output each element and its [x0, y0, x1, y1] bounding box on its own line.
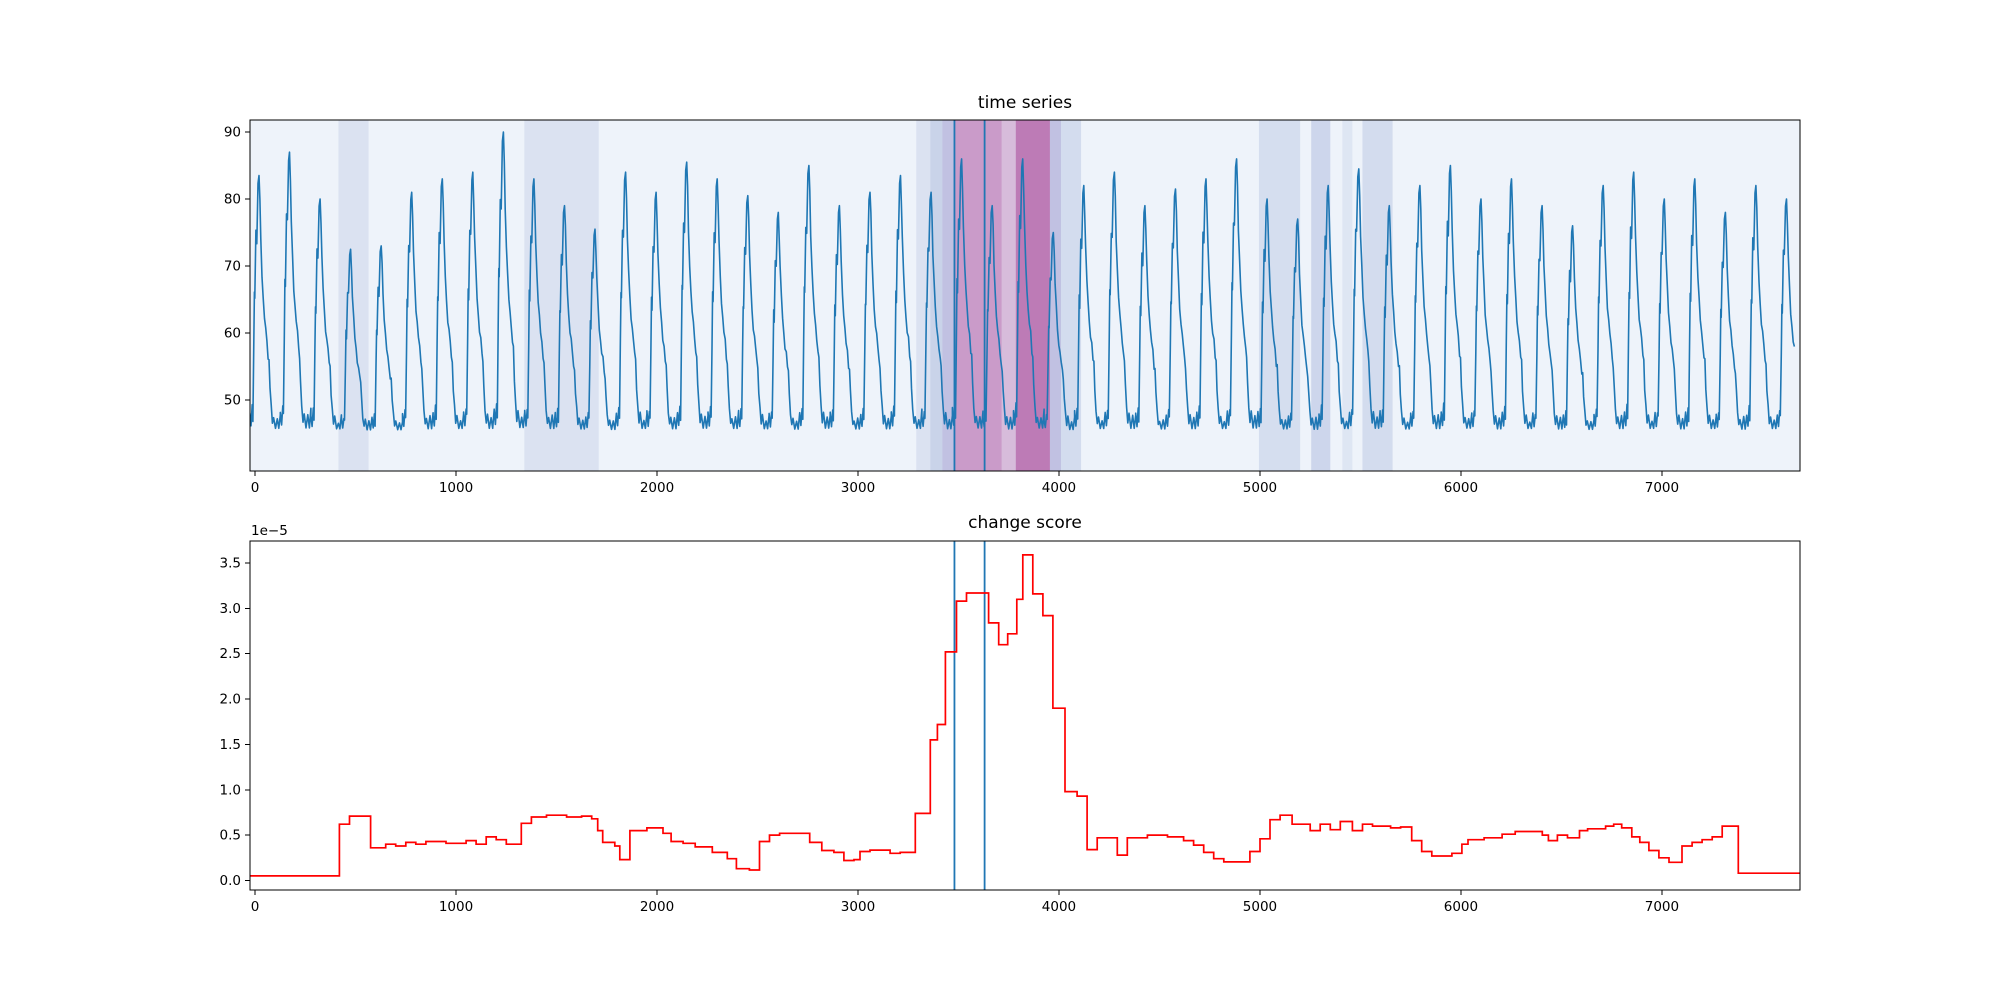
change-score-line	[250, 554, 1800, 877]
x-tick-label: 6000	[1444, 899, 1478, 915]
x-tick-label: 5000	[1243, 899, 1277, 915]
bottom-chart-title: change score	[968, 513, 1082, 533]
x-tick-label: 2000	[640, 899, 674, 915]
time-series-line	[250, 131, 1796, 431]
axes-spines	[249, 540, 1801, 891]
x-tick-label: 7000	[1645, 480, 1679, 496]
y-tick-label: 60	[224, 326, 241, 342]
y-tick-label: 3.5	[220, 556, 241, 572]
y-tick-label: 1.5	[220, 737, 241, 753]
x-tick-label: 0	[251, 480, 260, 496]
y-tick-label: 2.5	[220, 646, 241, 662]
x-tick-label: 2000	[640, 480, 674, 496]
x-tick-label: 1000	[439, 480, 473, 496]
anomaly-band	[524, 120, 599, 471]
anomaly-band	[1342, 120, 1353, 471]
anomaly-band	[1001, 120, 1016, 471]
top-chart-title: time series	[977, 93, 1073, 113]
x-tick-label: 4000	[1042, 480, 1076, 496]
y-tick-label: 0.0	[220, 873, 241, 889]
x-tick-label: 0	[251, 899, 260, 915]
anomaly-band	[1060, 120, 1082, 471]
y-tick-label: 0.5	[220, 828, 241, 844]
anomaly-band	[1311, 120, 1331, 471]
y-tick-label: 2.0	[220, 692, 241, 708]
y-axis-offset-label: 1e−5	[251, 523, 288, 539]
y-tick-label: 70	[224, 259, 241, 275]
anomaly-band	[1362, 120, 1393, 471]
anomaly-band	[338, 120, 369, 471]
y-tick-label: 80	[224, 192, 241, 208]
y-tick-label: 1.0	[220, 782, 241, 798]
x-tick-label: 5000	[1243, 480, 1277, 496]
x-tick-label: 4000	[1042, 899, 1076, 915]
x-tick-label: 3000	[841, 480, 875, 496]
anomaly-band	[930, 120, 943, 471]
x-tick-label: 1000	[439, 899, 473, 915]
anomaly-band	[916, 120, 931, 471]
x-tick-label: 6000	[1444, 480, 1478, 496]
x-tick-label: 7000	[1645, 899, 1679, 915]
y-tick-label: 3.0	[220, 601, 241, 617]
anomaly-band	[942, 120, 955, 471]
x-tick-label: 3000	[841, 899, 875, 915]
y-tick-label: 90	[224, 125, 241, 141]
y-tick-label: 50	[224, 392, 241, 408]
axes-spines	[249, 119, 1801, 472]
